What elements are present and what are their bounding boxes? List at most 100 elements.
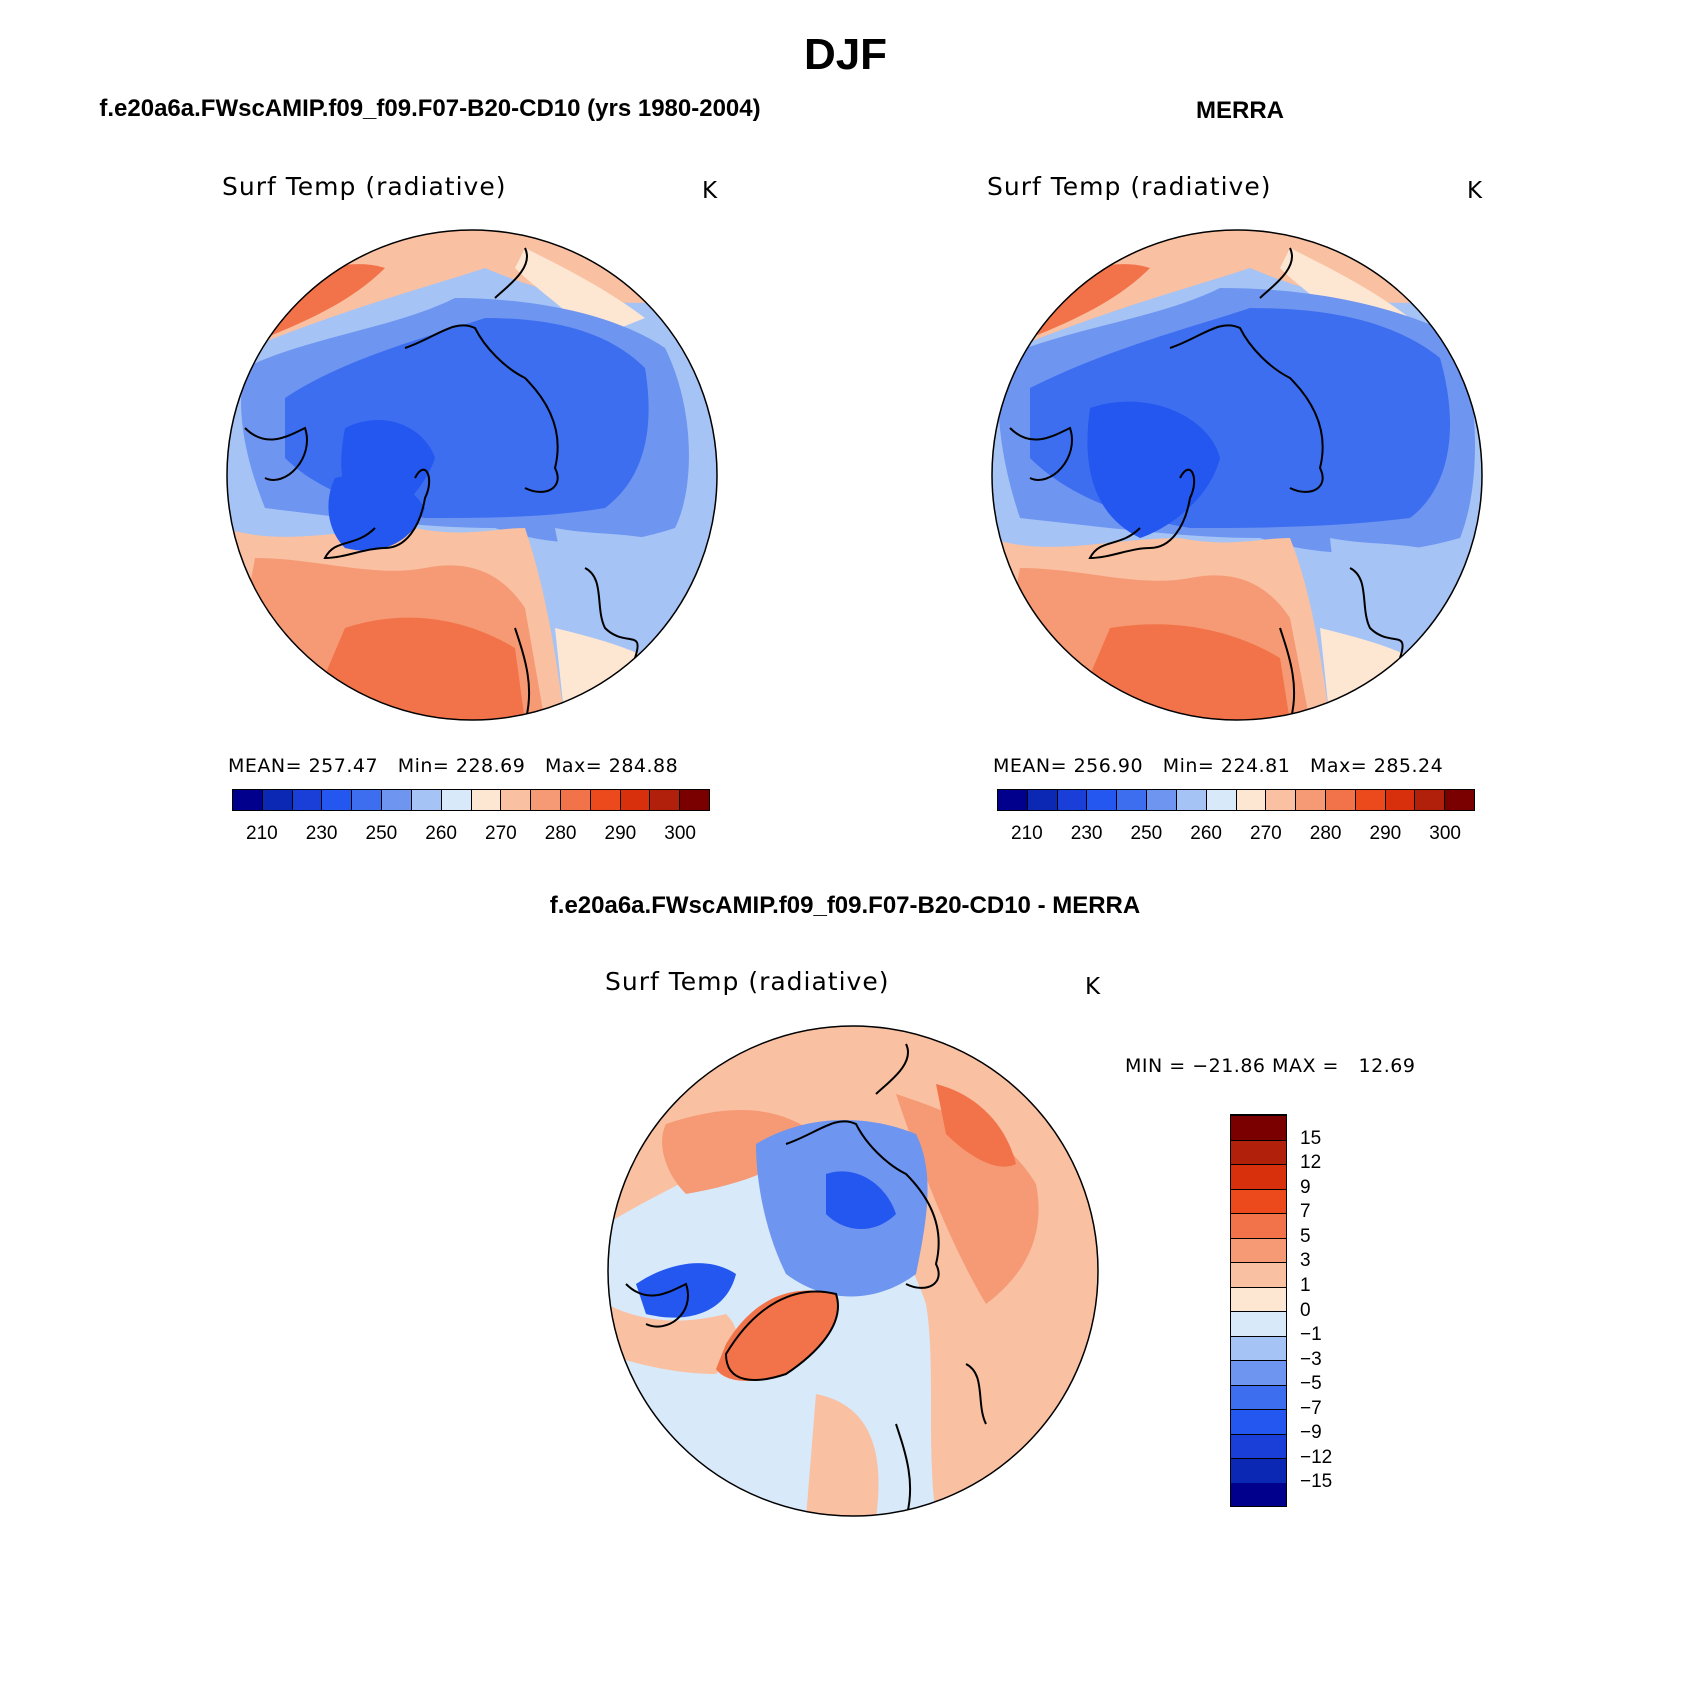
colorbar-swatch: [1231, 1311, 1286, 1336]
colorbar-swatch: [1385, 790, 1416, 810]
colorbar-tick-label: 300: [1429, 823, 1461, 844]
obs-panel-heading: MERRA: [1196, 97, 1284, 124]
colorbar-tick-label: 290: [1369, 823, 1402, 844]
model-colorbar: [232, 789, 710, 811]
diff-panel-heading: f.e20a6a.FWscAMIP.f09_f09.F07-B20-CD10 -…: [549, 892, 1141, 919]
colorbar-swatch: [1231, 1335, 1286, 1360]
colorbar-tick-label: 260: [425, 823, 457, 844]
colorbar-swatch: [292, 790, 323, 810]
colorbar-swatch: [471, 790, 502, 810]
colorbar-swatch: [650, 790, 681, 810]
colorbar-swatch: [1231, 1458, 1286, 1483]
colorbar-tick-label: 280: [544, 823, 577, 844]
diff-light-red-region: [806, 1394, 879, 1516]
colorbar-swatch: [1231, 1360, 1286, 1385]
colorbar-swatch: [1231, 1286, 1286, 1311]
colorbar-swatch: [322, 790, 353, 810]
colorbar-swatch: [1231, 1237, 1286, 1262]
colorbar-swatch: [1231, 1482, 1286, 1506]
abs-deep-blue-region: [328, 474, 425, 551]
model-min-value: 228.69: [455, 755, 526, 777]
colorbar-swatch: [382, 790, 412, 810]
colorbar-tick-label: 290: [604, 823, 637, 844]
colorbar-tick-label: 250: [1130, 823, 1163, 844]
colorbar-swatch: [531, 790, 561, 810]
colorbar-swatch: [1236, 790, 1267, 810]
model-panel-heading: f.e20a6a.FWscAMIP.f09_f09.F07-B20-CD10 (…: [99, 95, 761, 122]
diff-minmax: MIN = −21.86 MAX = 12.69: [1125, 1055, 1416, 1077]
colorbar-tick-label: 9: [1300, 1176, 1311, 1198]
obs-mean-label: MEAN=: [993, 755, 1068, 777]
colorbar-swatch: [560, 790, 591, 810]
colorbar-tick-label: 270: [1250, 823, 1282, 844]
colorbar-tick-label: 15: [1300, 1127, 1322, 1149]
colorbar-swatch: [1231, 1384, 1286, 1409]
colorbar-swatch: [1231, 1213, 1286, 1238]
colorbar-swatch: [590, 790, 621, 810]
abs-pale-region: [515, 248, 645, 338]
colorbar-swatch: [1445, 790, 1474, 810]
obs-max-label: Max=: [1309, 755, 1368, 777]
diff-colorbar: [1230, 1114, 1287, 1507]
colorbar-swatch: [1231, 1115, 1286, 1140]
obs-min-value: 224.81: [1220, 755, 1291, 777]
obs-min-label: Min=: [1162, 755, 1215, 777]
diff-variable-label: Surf Temp (radiative): [605, 967, 890, 996]
colorbar-tick-label: −5: [1300, 1373, 1322, 1395]
obs-stats: MEAN= 256.90 Min= 224.81 Max= 285.24: [993, 755, 1443, 777]
colorbar-tick-label: 3: [1300, 1250, 1311, 1272]
colorbar-swatch: [1296, 790, 1326, 810]
colorbar-swatch: [1325, 790, 1356, 810]
colorbar-tick-label: 210: [246, 823, 278, 844]
colorbar-tick-label: 5: [1300, 1225, 1311, 1247]
diff-red-region: [936, 1084, 1016, 1167]
colorbar-swatch: [998, 790, 1028, 810]
diff-deep-blue-region: [636, 1263, 736, 1318]
colorbar-swatch: [620, 790, 651, 810]
colorbar-tick-label: −15: [1300, 1471, 1333, 1493]
obs-variable-label: Surf Temp (radiative): [987, 172, 1272, 201]
model-colorbar-ticks: 210 230 250 260 270 280 290 300: [232, 823, 710, 847]
colorbar-swatch: [501, 790, 532, 810]
diff-units-label: K: [1085, 974, 1101, 1000]
colorbar-swatch: [1231, 1409, 1286, 1434]
diff-light-red-region: [608, 1304, 737, 1374]
colorbar-tick-label: −3: [1300, 1348, 1322, 1370]
model-mean-label: MEAN=: [228, 755, 303, 777]
diff-deep-blue-region: [826, 1171, 896, 1229]
colorbar-tick-label: 300: [664, 823, 696, 844]
colorbar-swatch: [411, 790, 442, 810]
abs-deep-blue-region: [1087, 401, 1220, 538]
model-max-label: Max=: [544, 755, 603, 777]
obs-colorbar-ticks: 210 230 250 260 270 280 290 300: [997, 823, 1475, 847]
obs-max-value: 285.24: [1373, 755, 1444, 777]
colorbar-swatch: [680, 790, 709, 810]
model-stats: MEAN= 257.47 Min= 228.69 Max= 284.88: [228, 755, 678, 777]
model-polar-map: [226, 229, 718, 721]
colorbar-tick-label: 250: [365, 823, 398, 844]
colorbar-swatch: [233, 790, 263, 810]
colorbar-swatch: [1231, 1262, 1286, 1287]
colorbar-tick-label: 7: [1300, 1201, 1311, 1223]
colorbar-swatch: [1415, 790, 1446, 810]
colorbar-swatch: [1231, 1188, 1286, 1213]
figure-title: DJF: [803, 30, 888, 79]
colorbar-tick-label: −7: [1300, 1397, 1322, 1419]
colorbar-tick-label: 280: [1309, 823, 1342, 844]
colorbar-swatch: [1355, 790, 1386, 810]
colorbar-tick-label: 270: [485, 823, 517, 844]
colorbar-swatch: [1057, 790, 1088, 810]
model-variable-label: Surf Temp (radiative): [222, 172, 507, 201]
colorbar-tick-label: 230: [305, 823, 338, 844]
colorbar-swatch: [1176, 790, 1207, 810]
colorbar-swatch: [1231, 1164, 1286, 1189]
colorbar-swatch: [1231, 1433, 1286, 1458]
colorbar-tick-label: 230: [1070, 823, 1103, 844]
colorbar-swatch: [352, 790, 383, 810]
colorbar-tick-label: 1: [1300, 1274, 1311, 1296]
obs-colorbar: [997, 789, 1475, 811]
diff-mid-red-region: [662, 1110, 816, 1194]
colorbar-swatch: [1027, 790, 1058, 810]
colorbar-tick-label: −1: [1300, 1324, 1322, 1346]
colorbar-tick-label: 210: [1011, 823, 1043, 844]
